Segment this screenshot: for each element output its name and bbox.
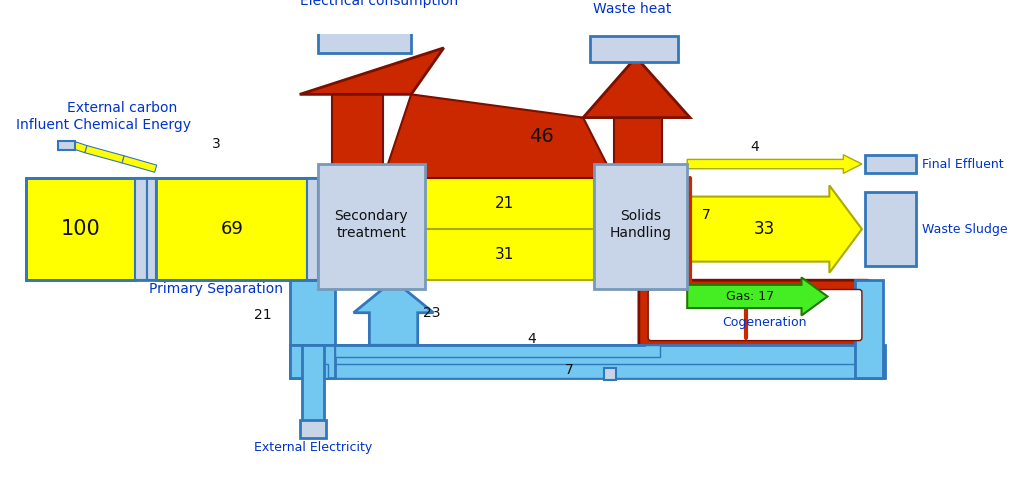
Text: 7: 7 — [565, 363, 573, 377]
Bar — [335, 345, 660, 357]
Bar — [291, 345, 335, 378]
Bar — [332, 95, 383, 178]
Text: External Electricity: External Electricity — [254, 441, 372, 454]
Text: Electrical consumption: Electrical consumption — [300, 0, 458, 9]
Bar — [291, 280, 335, 345]
Polygon shape — [628, 239, 665, 285]
Text: Final Effluent: Final Effluent — [923, 157, 1004, 170]
Text: Waste Sludge: Waste Sludge — [923, 223, 1008, 236]
Bar — [58, 141, 75, 150]
Bar — [26, 178, 135, 280]
Bar — [594, 164, 687, 289]
Polygon shape — [383, 95, 613, 178]
Bar — [864, 155, 915, 173]
FancyBboxPatch shape — [648, 289, 862, 341]
Bar — [135, 178, 147, 280]
Text: 46: 46 — [529, 127, 554, 145]
Bar — [855, 280, 884, 378]
Text: 21: 21 — [495, 196, 514, 211]
Text: 7: 7 — [702, 208, 711, 222]
Polygon shape — [687, 277, 827, 315]
Text: Solids
Handling: Solids Handling — [609, 209, 672, 240]
Bar — [26, 178, 318, 280]
Bar — [318, 164, 425, 289]
Text: 21: 21 — [254, 308, 271, 322]
FancyBboxPatch shape — [639, 280, 871, 350]
Polygon shape — [353, 280, 433, 345]
Polygon shape — [583, 57, 690, 118]
Polygon shape — [74, 142, 87, 153]
Bar — [604, 369, 615, 380]
Text: Secondary
treatment: Secondary treatment — [335, 209, 408, 240]
Polygon shape — [122, 156, 157, 172]
Text: Gas: 17: Gas: 17 — [726, 290, 774, 303]
Bar — [147, 178, 156, 280]
Text: Influent Chemical Energy: Influent Chemical Energy — [16, 118, 191, 132]
Bar — [425, 178, 594, 280]
Bar — [864, 192, 915, 266]
Bar — [291, 345, 885, 378]
Bar — [613, 118, 663, 178]
Text: 33: 33 — [754, 220, 775, 238]
Text: 4: 4 — [751, 140, 760, 155]
Text: Primary Separation: Primary Separation — [150, 283, 283, 297]
Bar — [26, 178, 318, 280]
Text: Waste heat: Waste heat — [593, 2, 672, 16]
Bar — [307, 178, 318, 280]
Text: 23: 23 — [423, 306, 440, 320]
Bar — [309, 364, 866, 378]
Bar — [156, 178, 307, 280]
Text: 3: 3 — [212, 137, 220, 151]
Bar — [309, 364, 328, 378]
Polygon shape — [85, 145, 124, 163]
Polygon shape — [300, 48, 443, 95]
Bar — [318, 26, 412, 52]
Text: 100: 100 — [60, 219, 100, 239]
Bar — [590, 36, 678, 62]
Bar — [301, 345, 324, 424]
Text: Cogeneration: Cogeneration — [722, 315, 807, 328]
Text: 4: 4 — [527, 332, 537, 346]
Bar — [300, 420, 326, 438]
Polygon shape — [687, 155, 862, 173]
Text: External carbon: External carbon — [68, 101, 177, 115]
Text: 31: 31 — [495, 247, 514, 262]
Text: 69: 69 — [220, 220, 244, 238]
Polygon shape — [687, 185, 862, 273]
